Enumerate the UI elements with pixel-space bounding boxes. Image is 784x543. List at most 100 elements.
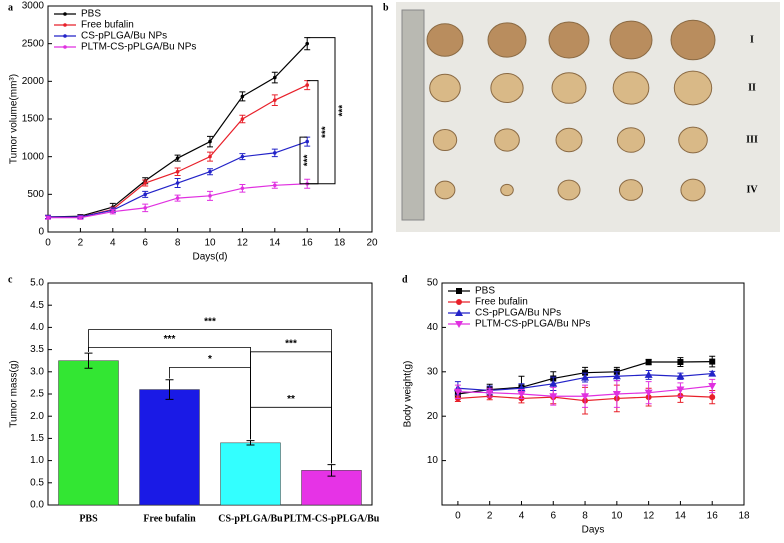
x-tick-label: 0	[45, 238, 51, 249]
y-tick-label: 1.0	[30, 455, 44, 466]
y-tick-label: 4.5	[30, 300, 44, 311]
marker	[612, 391, 621, 398]
y-tick-label: 1.5	[30, 433, 44, 444]
marker	[676, 372, 685, 380]
y-tick-label: 0	[38, 227, 44, 238]
marker	[240, 186, 245, 191]
bar	[220, 442, 281, 506]
y-tick-label: 5.0	[30, 278, 44, 289]
x-tick-label: Free bufalin	[143, 513, 196, 524]
marker	[63, 45, 67, 49]
x-tick-label: 2	[487, 511, 493, 522]
annotation: ***	[285, 338, 297, 349]
marker	[305, 41, 310, 46]
marker	[453, 388, 462, 396]
marker	[305, 83, 310, 87]
y-tick-label: 1500	[22, 114, 45, 125]
tumor	[500, 183, 514, 197]
y-tick-label: 3000	[22, 1, 45, 12]
x-tick-label: 18	[334, 238, 346, 249]
y-tick-label: 40	[427, 322, 439, 333]
panel-label: b	[383, 2, 389, 13]
tumor	[426, 23, 464, 57]
x-tick-label: 16	[707, 511, 719, 522]
marker	[708, 383, 717, 391]
marker	[273, 98, 277, 102]
legend-label: PBS	[81, 9, 101, 20]
tumor	[612, 71, 650, 105]
ruler	[401, 9, 425, 221]
x-tick-label: 10	[611, 511, 623, 522]
y-tick-label: 2500	[22, 38, 45, 49]
plot-frame	[441, 282, 745, 506]
bracket	[307, 37, 336, 185]
x-tick-label: 12	[237, 238, 249, 249]
panel-label: d	[402, 274, 408, 285]
x-tick-label: 12	[643, 511, 655, 522]
x-tick-label: 16	[302, 238, 314, 249]
y-tick-label: 2.0	[30, 411, 44, 422]
marker	[517, 391, 526, 398]
tumor	[434, 180, 456, 200]
marker	[240, 154, 245, 159]
y-tick-label: 0.5	[30, 477, 44, 488]
marker	[581, 373, 590, 381]
marker	[208, 194, 212, 198]
y-tick-label: 2000	[22, 76, 45, 87]
x-tick-label: 6	[142, 238, 148, 249]
marker	[456, 299, 462, 305]
marker	[208, 139, 212, 144]
x-tick-label: 20	[366, 238, 378, 249]
annotation: **	[287, 394, 295, 405]
marker	[143, 192, 147, 197]
x-tick-label: 14	[675, 511, 687, 522]
bracket	[250, 406, 332, 464]
panel-label: a	[8, 2, 13, 13]
y-tick-label: 3.0	[30, 366, 44, 377]
bar	[139, 389, 200, 506]
y-axis-label: Tumor mass(g)	[9, 360, 20, 427]
x-tick-label: 8	[582, 511, 588, 522]
bracket	[307, 80, 319, 185]
marker	[273, 183, 277, 188]
marker	[78, 215, 83, 220]
marker	[175, 156, 180, 160]
y-tick-label: 30	[427, 366, 439, 377]
legend-label: PBS	[475, 286, 495, 297]
marker	[581, 393, 590, 401]
annotation: ***	[164, 334, 176, 345]
y-axis-label: Body weight(g)	[403, 361, 414, 428]
tumor	[616, 127, 646, 153]
y-tick-label: 2.5	[30, 389, 44, 400]
annotation: *	[208, 354, 212, 365]
legend-label: Free bufalin	[475, 297, 528, 308]
marker	[644, 389, 653, 397]
y-tick-label: 0.0	[30, 500, 44, 511]
tumor	[670, 19, 716, 61]
annotation: ***	[303, 154, 314, 166]
tumor	[429, 73, 461, 103]
marker	[612, 372, 621, 380]
marker	[305, 139, 310, 144]
error-bar	[84, 352, 93, 369]
tumor	[551, 72, 587, 104]
tumor	[487, 22, 527, 58]
marker	[175, 196, 180, 200]
y-tick-label: 3.5	[30, 344, 44, 355]
marker	[677, 359, 684, 366]
marker	[456, 288, 462, 294]
x-tick-label: 14	[269, 238, 281, 249]
row-label: IV	[746, 184, 758, 195]
bar	[58, 360, 119, 506]
x-tick-label: 2	[78, 238, 84, 249]
x-tick-label: 4	[110, 238, 116, 249]
x-tick-label: 4	[519, 511, 525, 522]
marker	[63, 12, 67, 16]
annotation: ***	[321, 126, 332, 138]
tumor	[673, 70, 713, 106]
marker	[208, 169, 212, 174]
tumor	[490, 72, 524, 104]
error-bar	[327, 464, 336, 477]
x-tick-label: 18	[738, 511, 750, 522]
